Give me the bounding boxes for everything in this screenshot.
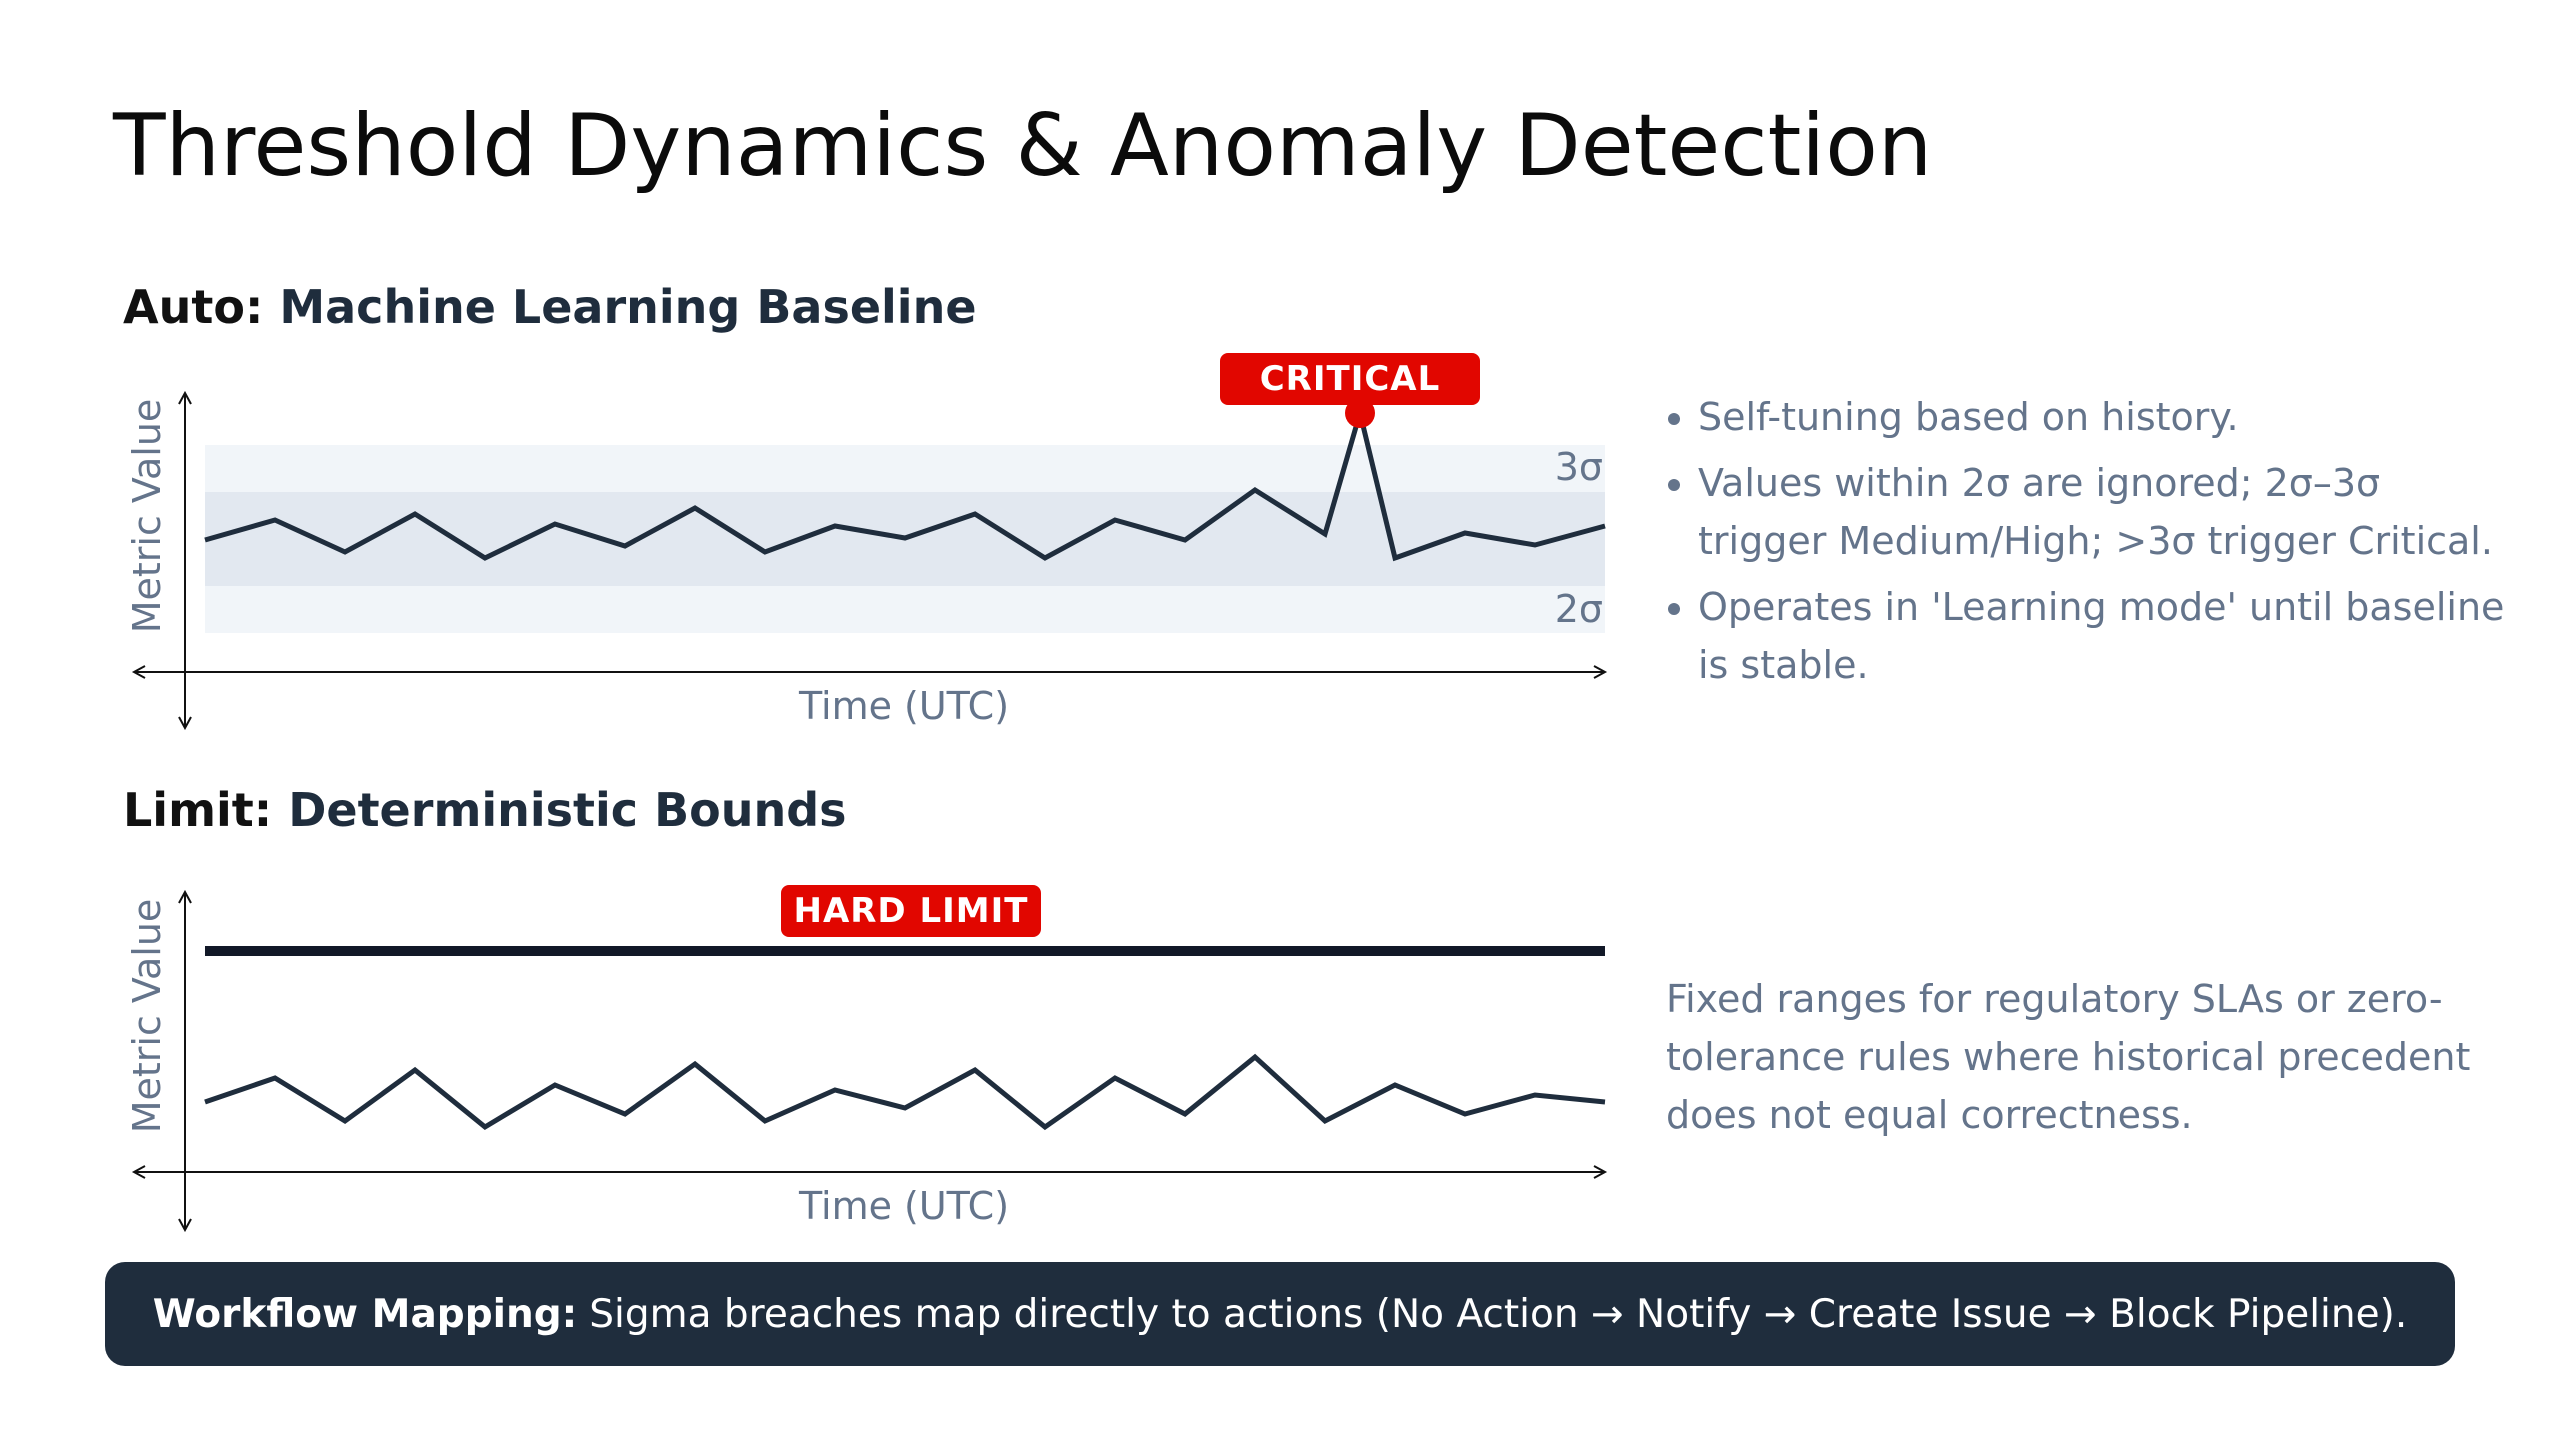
bullet-item: Operates in 'Learning mode' until baseli… — [1698, 578, 2518, 694]
limit-heading-rest: Deterministic Bounds — [288, 783, 847, 837]
footer-bold-label: Workflow Mapping: — [152, 1291, 578, 1337]
auto-bullet-list: Self-tuning based on history. Values wit… — [1660, 388, 2518, 702]
auto-heading-rest: Machine Learning Baseline — [279, 280, 977, 334]
bullet-item: Self-tuning based on history. — [1698, 388, 2518, 446]
band-lower-label: 2σ — [1555, 587, 1603, 631]
workflow-mapping-banner: Workflow Mapping: Sigma breaches map dir… — [105, 1262, 2455, 1366]
auto-heading-prefix: Auto: — [123, 280, 264, 334]
x-axis-arrow-left — [131, 1165, 146, 1179]
y-axis-arrow-top — [178, 390, 192, 405]
limit-description: Fixed ranges for regulatory SLAs or zero… — [1666, 977, 2471, 1137]
limit-x-axis-label: Time (UTC) — [798, 1184, 1009, 1228]
limit-bounds-chart: Time (UTC) Metric Value — [125, 889, 1608, 1233]
auto-y-axis-label: Metric Value — [125, 399, 169, 634]
x-axis-arrow-right — [1593, 665, 1608, 679]
bullet-item: Values within 2σ are ignored; 2σ–3σ trig… — [1698, 454, 2518, 570]
auto-metric-series — [204, 403, 1606, 562]
band-upper-label: 3σ — [1555, 445, 1603, 489]
x-axis-arrow-left — [131, 665, 146, 679]
x-axis-arrow-right — [1593, 1165, 1608, 1179]
hard-limit-badge: HARD LIMIT — [781, 885, 1041, 937]
footer-text: Sigma breaches map directly to actions (… — [589, 1291, 2408, 1337]
page-title: Threshold Dynamics & Anomaly Detection — [113, 96, 1933, 196]
y-axis-arrow-bottom — [178, 1218, 192, 1233]
anomaly-point — [1345, 398, 1375, 428]
auto-section-heading: Auto: Machine Learning Baseline — [123, 280, 977, 334]
limit-metric-series — [204, 1053, 1606, 1131]
limit-y-axis-label: Metric Value — [125, 899, 169, 1134]
limit-section-heading: Limit: Deterministic Bounds — [123, 783, 847, 837]
auto-x-axis-label: Time (UTC) — [798, 684, 1009, 728]
limit-heading-prefix: Limit: — [123, 783, 273, 837]
y-axis-arrow-top — [178, 889, 192, 904]
critical-badge: CRITICAL — [1220, 353, 1480, 405]
y-axis-arrow-bottom — [178, 716, 192, 731]
auto-baseline-chart: 3σ 2σ Time (UTC) Metric Value — [125, 390, 1608, 731]
